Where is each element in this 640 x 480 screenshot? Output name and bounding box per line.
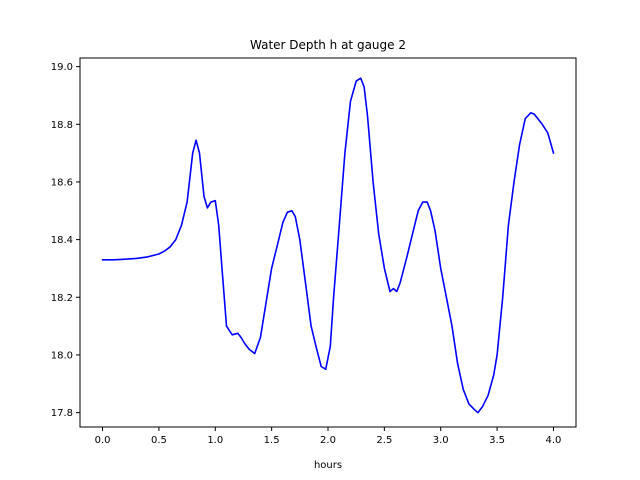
x-tick-label: 2.0	[320, 435, 336, 446]
x-tick-label: 1.0	[207, 435, 223, 446]
series-line	[101, 77, 555, 414]
x-tick-label: 0.5	[151, 435, 167, 446]
y-tick-label: 18.6	[51, 177, 73, 188]
x-tick-label: 2.5	[376, 435, 392, 446]
y-tick-label: 18.2	[51, 293, 73, 304]
x-tick-label: 4.0	[546, 435, 562, 446]
y-axis-ticks: 17.8 18.0 18.2 18.4 18.6 18.8 19.0	[51, 62, 80, 419]
x-tick-label: 3.5	[489, 435, 505, 446]
x-tick-label: 3.0	[433, 435, 449, 446]
y-tick-label: 18.4	[51, 235, 73, 246]
chart-title: Water Depth h at gauge 2	[250, 38, 406, 52]
x-tick-label: 0.0	[95, 435, 111, 446]
x-axis-ticks: 0.0 0.5 1.0 1.5 2.0 2.5 3.0 3.5 4.0	[95, 427, 562, 446]
y-tick-label: 18.8	[51, 120, 73, 131]
y-tick-label: 17.8	[51, 408, 73, 419]
y-tick-label: 19.0	[51, 62, 73, 73]
x-tick-label: 1.5	[264, 435, 280, 446]
x-axis-label: hours	[314, 460, 342, 471]
y-tick-label: 18.0	[51, 350, 73, 361]
